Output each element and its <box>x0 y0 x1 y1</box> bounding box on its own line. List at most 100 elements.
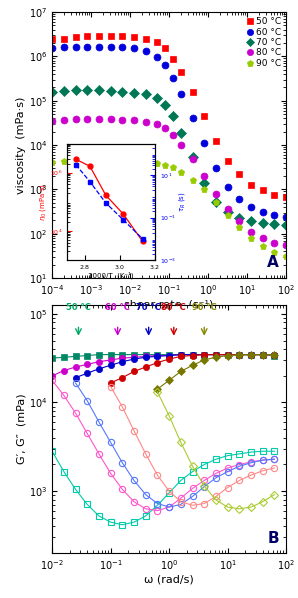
Text: 50 °C: 50 °C <box>66 303 91 312</box>
Legend: 50 °C, 60 °C, 70 °C, 80 °C, 90 °C: 50 °C, 60 °C, 70 °C, 80 °C, 90 °C <box>246 17 282 69</box>
60 °C <box>132 45 136 52</box>
Y-axis label: $\eta_0$ (mPa·s): $\eta_0$ (mPa·s) <box>38 183 48 221</box>
80 °C <box>249 228 253 235</box>
80 °C <box>109 115 112 123</box>
70 °C <box>74 87 77 94</box>
50 °C <box>74 33 77 41</box>
90 °C <box>62 158 66 165</box>
50 °C <box>156 38 159 45</box>
X-axis label: 1000/T  (K⁻¹): 1000/T (K⁻¹) <box>88 271 134 279</box>
X-axis label: ω (rad/s): ω (rad/s) <box>144 575 194 585</box>
60 °C <box>202 139 206 147</box>
80 °C <box>273 239 276 246</box>
60 °C <box>214 164 218 172</box>
Y-axis label: $\tau_R$ (s): $\tau_R$ (s) <box>177 191 187 212</box>
70 °C <box>132 89 136 96</box>
90 °C <box>109 157 112 164</box>
80 °C <box>86 115 89 123</box>
50 °C <box>120 33 124 40</box>
70 °C <box>144 91 148 98</box>
90 °C <box>163 161 167 168</box>
70 °C <box>50 89 54 96</box>
Text: 80 °C: 80 °C <box>162 303 186 312</box>
90 °C <box>132 158 136 165</box>
70 °C <box>156 94 159 102</box>
Line: 50 °C: 50 °C <box>49 32 290 201</box>
70 °C <box>171 112 175 120</box>
80 °C <box>284 241 288 248</box>
90 °C <box>226 212 229 219</box>
70 °C <box>284 221 288 228</box>
90 °C <box>179 168 183 175</box>
Y-axis label: G′, G″  (mPa): G′, G″ (mPa) <box>16 393 26 465</box>
Line: 90 °C: 90 °C <box>49 157 290 260</box>
80 °C <box>132 117 136 124</box>
90 °C <box>86 157 89 164</box>
60 °C <box>144 47 148 54</box>
90 °C <box>144 158 148 166</box>
50 °C <box>191 89 194 96</box>
80 °C <box>74 115 77 123</box>
70 °C <box>86 87 89 94</box>
90 °C <box>191 176 194 183</box>
60 °C <box>97 43 101 50</box>
80 °C <box>202 172 206 179</box>
50 °C <box>179 68 183 75</box>
80 °C <box>226 206 229 213</box>
90 °C <box>249 234 253 242</box>
60 °C <box>191 114 194 121</box>
Line: 80 °C: 80 °C <box>49 116 290 248</box>
50 °C <box>97 32 101 39</box>
70 °C <box>273 221 276 228</box>
50 °C <box>202 112 206 120</box>
Text: 60 °C: 60 °C <box>105 303 130 312</box>
50 °C <box>214 137 218 144</box>
Line: 70 °C: 70 °C <box>49 87 290 228</box>
60 °C <box>120 44 124 51</box>
90 °C <box>74 157 77 164</box>
80 °C <box>120 116 124 123</box>
50 °C <box>163 45 167 52</box>
Text: A: A <box>267 255 279 270</box>
70 °C <box>62 87 66 94</box>
90 °C <box>261 243 265 250</box>
70 °C <box>226 209 229 216</box>
90 °C <box>120 157 124 164</box>
50 °C <box>238 170 241 178</box>
50 °C <box>144 35 148 42</box>
50 °C <box>62 35 66 42</box>
50 °C <box>226 157 229 164</box>
80 °C <box>144 118 148 126</box>
60 °C <box>238 196 241 203</box>
60 °C <box>179 90 183 97</box>
70 °C <box>261 219 265 227</box>
50 °C <box>171 55 175 62</box>
60 °C <box>249 203 253 210</box>
60 °C <box>273 212 276 219</box>
90 °C <box>238 224 241 231</box>
Line: 60 °C: 60 °C <box>49 43 290 220</box>
50 °C <box>249 181 253 188</box>
70 °C <box>163 102 167 109</box>
X-axis label: shear rate  (s⁻¹): shear rate (s⁻¹) <box>125 300 214 310</box>
80 °C <box>191 155 194 163</box>
70 °C <box>202 179 206 187</box>
60 °C <box>86 43 89 50</box>
Text: 70 °C: 70 °C <box>136 303 161 312</box>
60 °C <box>284 213 288 221</box>
80 °C <box>97 115 101 123</box>
90 °C <box>214 198 218 205</box>
50 °C <box>284 194 288 201</box>
Y-axis label: viscosity  (mPa·s): viscosity (mPa·s) <box>16 96 26 194</box>
80 °C <box>50 117 54 124</box>
80 °C <box>163 124 167 132</box>
70 °C <box>97 87 101 94</box>
70 °C <box>179 129 183 136</box>
60 °C <box>171 74 175 81</box>
50 °C <box>50 36 54 43</box>
50 °C <box>273 191 276 199</box>
Text: B: B <box>267 531 279 546</box>
70 °C <box>191 154 194 161</box>
60 °C <box>156 54 159 61</box>
70 °C <box>249 218 253 225</box>
